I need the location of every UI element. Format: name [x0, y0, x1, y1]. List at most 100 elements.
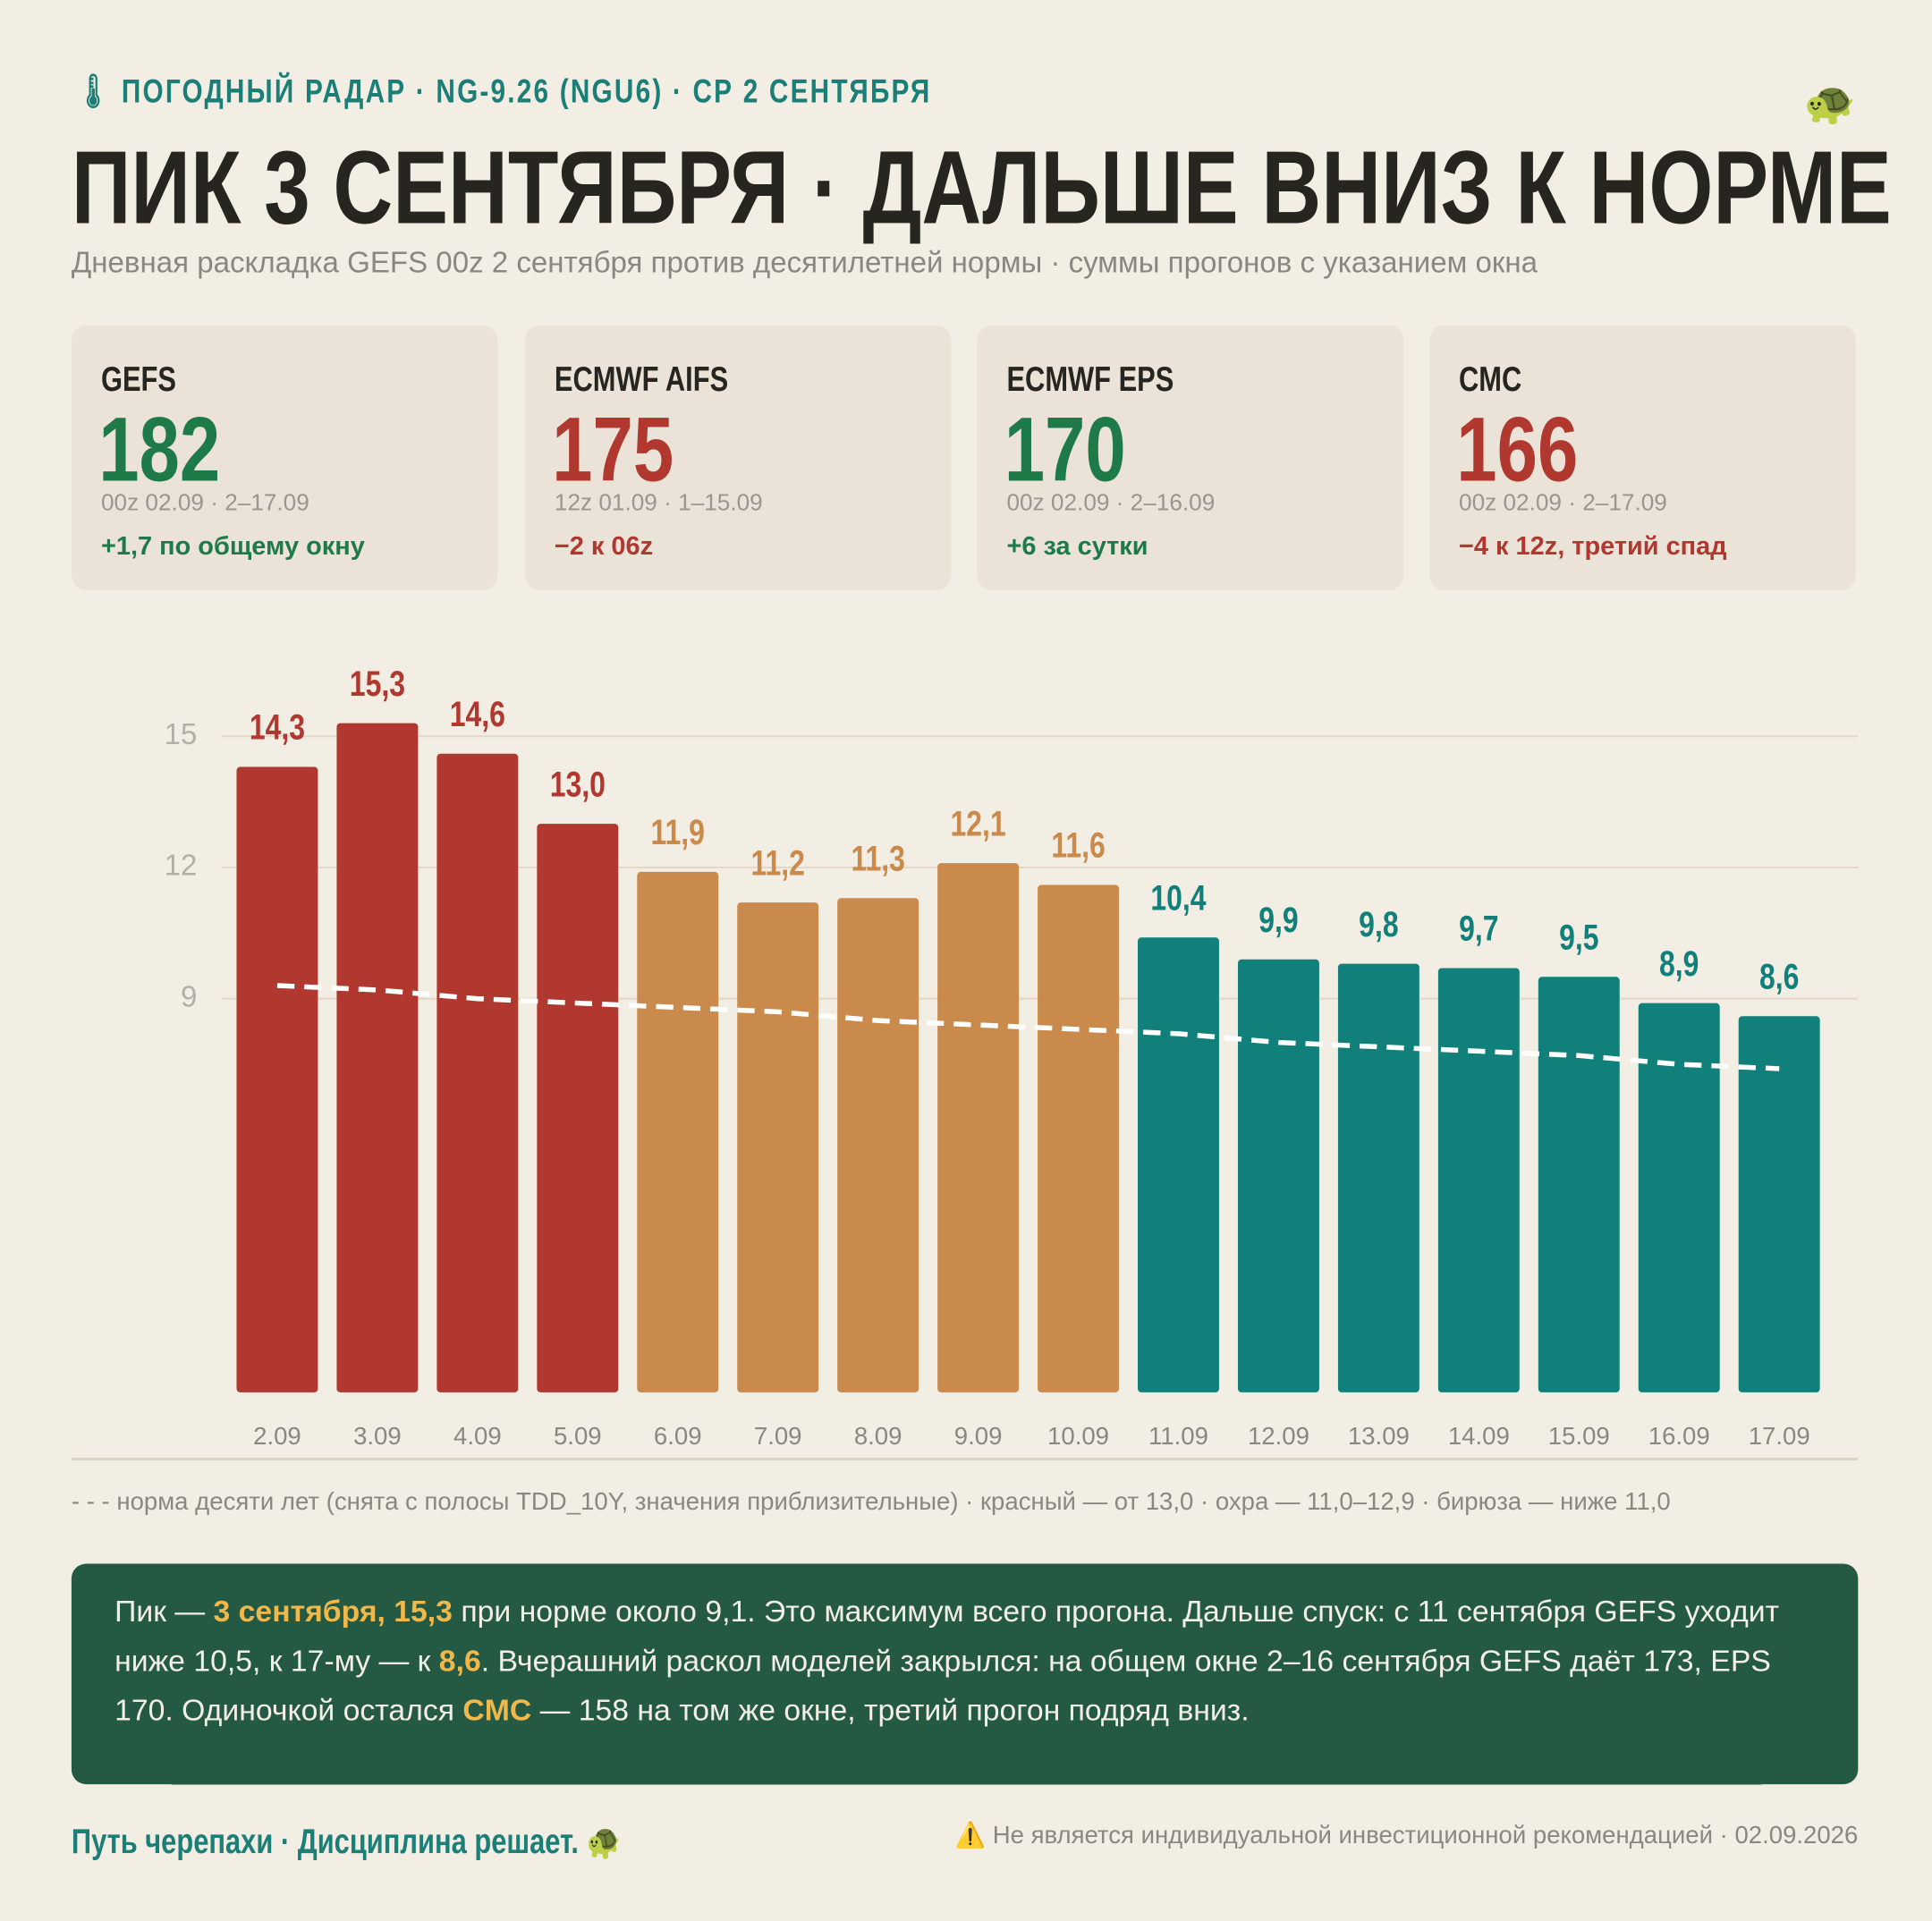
summary-text: — 158 на том же окне, третий прогон подр…	[531, 1694, 1250, 1728]
x-tick-label: 10.09	[1047, 1422, 1109, 1450]
card-meta: 00z 02.09 · 2–16.09	[1006, 490, 1216, 517]
card: ECMWF AIFS 175 12z 01.09 · 1–15.09 −2 к 06z	[524, 325, 952, 590]
bar	[1138, 937, 1219, 1392]
value-label: 14,3	[250, 707, 305, 747]
x-tick-label: 5.09	[554, 1422, 602, 1450]
x-tick-label: 2.09	[253, 1422, 301, 1450]
norm-line	[276, 983, 1780, 1071]
card: ECMWF EPS 170 00z 02.09 · 2–16.09 +6 за сут…	[977, 325, 1404, 590]
card-value-text: 175	[552, 398, 674, 501]
y-tick-label: 9	[181, 980, 197, 1013]
summary: Пик — 3 сентября, 15,3 при норме около 9…	[71, 1563, 1859, 1785]
bar	[1738, 1016, 1820, 1392]
kicker-text: ПОГОДНЫЙ РАДАР · NG-9.26 (NGU6) · СР 2 С…	[121, 72, 932, 110]
bar	[1638, 1003, 1720, 1392]
card-name: CMC	[1459, 360, 1538, 399]
value-label: 8,9	[1659, 943, 1699, 983]
x-tick-label: 4.09	[453, 1422, 502, 1450]
bar	[1437, 968, 1520, 1392]
x-tick-label: 14.09	[1448, 1422, 1510, 1450]
footer-right: ⚠️ Не является индивидуальной инвестицио…	[954, 1822, 1859, 1850]
bar	[937, 863, 1020, 1392]
value-label: 9,7	[1459, 908, 1498, 948]
x-tick-label: 8.09	[854, 1422, 902, 1450]
y-tick-label: 12	[165, 850, 198, 883]
summary-text: . Вчерашний раскол моделей закрылся: на …	[114, 1645, 1771, 1728]
card-meta: 12z 01.09 · 1–15.09	[554, 490, 763, 517]
bar	[1237, 959, 1319, 1392]
bar	[537, 824, 619, 1392]
summary-highlight: 3 сентября, 15,3	[213, 1595, 453, 1629]
card-delta: −2 к 06z	[554, 532, 654, 561]
x-tick-label: 13.09	[1348, 1422, 1410, 1450]
subtitle: Дневная раскладка GEFS 00z 2 сентября пр…	[71, 246, 1538, 280]
card-value-text: 182	[98, 398, 221, 501]
card-meta: 00z 02.09 · 2–17.09	[100, 490, 309, 517]
value-label: 11,3	[851, 838, 904, 878]
mascot: 🐢	[1803, 80, 1857, 127]
title-text: ПИК 3 СЕНТЯБРЯ · ДАЛЬШЕ ВНИЗ К НОРМЕ	[71, 129, 1892, 246]
bar	[336, 723, 419, 1392]
legend-note: - - - норма десяти лет (снята с полосы T…	[71, 1488, 1671, 1516]
y-tick-label: 15	[165, 718, 198, 751]
value-label: 14,6	[450, 694, 505, 734]
card-meta: 00z 02.09 · 2–17.09	[1459, 490, 1667, 517]
title: ПИК 3 СЕНТЯБРЯ · ДАЛЬШЕ ВНИЗ К НОРМЕ	[72, 128, 1932, 248]
value-label: 11,9	[651, 812, 705, 852]
x-tick-label: 9.09	[954, 1422, 1003, 1450]
x-tick-label: 3.09	[353, 1422, 402, 1450]
summary-highlight: 8,6	[438, 1645, 481, 1679]
bar	[436, 753, 519, 1392]
value-label: 10,4	[1150, 877, 1206, 918]
value-label: 11,2	[750, 842, 804, 883]
x-tick-label: 17.09	[1749, 1422, 1810, 1450]
card-name-text: CMC	[1459, 360, 1522, 399]
x-tick-label: 11.09	[1148, 1422, 1208, 1450]
bar	[1337, 963, 1419, 1392]
card-value-text: 166	[1456, 398, 1579, 501]
card-delta: −4 к 12z, третий спад	[1459, 532, 1727, 561]
footer-left-text: Путь черепахи · Дисциплина решает. 🐢	[71, 1822, 621, 1861]
bar	[837, 898, 919, 1392]
value-label: 9,8	[1359, 903, 1398, 944]
card-value: 182	[98, 397, 250, 502]
value-label: 15,3	[350, 663, 405, 703]
x-tick-label: 12.09	[1248, 1422, 1309, 1450]
card-delta: +6 за сутки	[1006, 532, 1148, 561]
value-label: 13,0	[550, 764, 606, 804]
bar	[236, 766, 318, 1392]
card-name-text: ECMWF EPS	[1006, 360, 1174, 399]
kicker: 🌡 ПОГОДНЫЙ РАДАР · NG-9.26 (NGU6) · СР 2…	[76, 72, 1145, 111]
bar	[1538, 977, 1620, 1392]
footer-left: Путь черепахи · Дисциплина решает. 🐢	[72, 1821, 758, 1861]
card-name: GEFS	[101, 360, 195, 399]
card-name: ECMWF EPS	[1006, 360, 1216, 399]
card: GEFS 182 00z 02.09 · 2–17.09 +1,7 по общему…	[71, 325, 498, 590]
value-label: 8,6	[1759, 956, 1799, 996]
value-label: 9,5	[1559, 917, 1598, 957]
summary-text: при норме около 9,1. Это максимум всего …	[114, 1595, 1780, 1679]
card-value: 166	[1456, 397, 1608, 502]
value-label: 12,1	[951, 803, 1006, 843]
x-tick-label: 16.09	[1648, 1422, 1710, 1450]
value-label: 11,6	[1051, 825, 1105, 865]
value-label: 9,9	[1258, 899, 1298, 939]
card-name-text: ECMWF AIFS	[554, 360, 729, 399]
bar	[737, 902, 819, 1392]
chart: 9 12 15 2.09 14,3 3.09 15,3 4.09 14,6 5.09 13,0 6.0…	[71, 663, 1859, 1460]
x-tick-label: 15.09	[1548, 1422, 1610, 1450]
card-value: 175	[552, 397, 704, 502]
card-value: 170	[1004, 397, 1157, 502]
card-delta: +1,7 по общему окну	[100, 532, 365, 561]
x-tick-label: 6.09	[654, 1422, 702, 1450]
icon: 🌡	[76, 72, 113, 110]
card-name-text: GEFS	[100, 360, 176, 399]
bar	[1038, 884, 1119, 1392]
card: CMC 166 00z 02.09 · 2–17.09 −4 к 12z, трети…	[1428, 325, 1856, 590]
card-value-text: 170	[1004, 398, 1126, 501]
x-tick-label: 7.09	[754, 1422, 802, 1450]
card-name: ECMWF AIFS	[555, 360, 772, 399]
bar	[637, 871, 719, 1392]
